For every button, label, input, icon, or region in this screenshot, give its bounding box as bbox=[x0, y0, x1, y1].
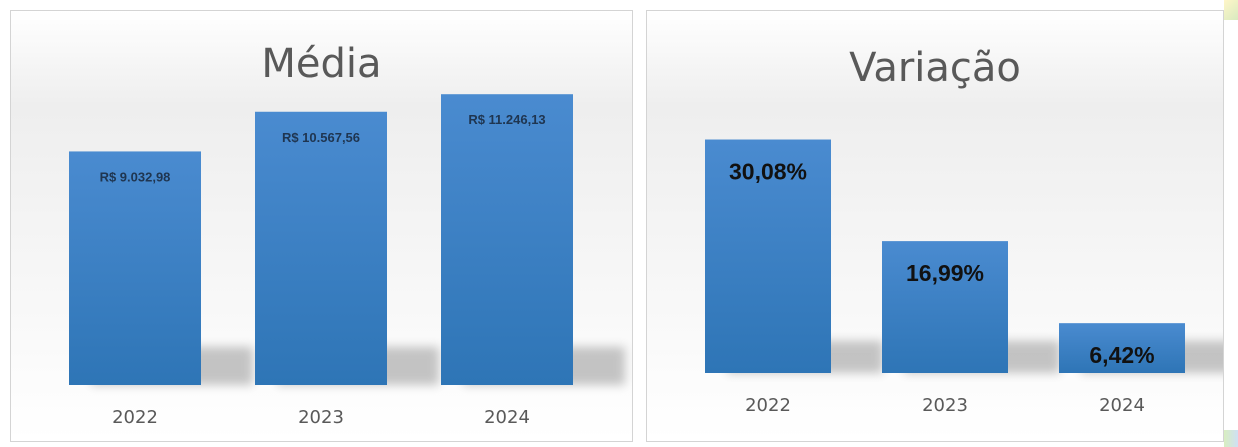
data-label: 6,42% bbox=[1089, 342, 1154, 368]
data-label: R$ 9.032,98 bbox=[100, 169, 171, 184]
bar-2024 bbox=[1059, 323, 1185, 373]
chart-title: Variação bbox=[849, 45, 1021, 91]
chart-title: Média bbox=[261, 41, 382, 87]
chart-panel-media: Média R$ 9.032,98 2022 R$ 10.567,56 2023 R$ … bbox=[10, 10, 633, 442]
data-label: R$ 11.246,13 bbox=[468, 112, 545, 127]
x-tick-label: 2022 bbox=[745, 395, 791, 416]
data-label: 30,08% bbox=[729, 159, 807, 185]
chart-panel-variacao: Variação 30,08% 2022 16,99% 2023 6,42% 2024 bbox=[646, 10, 1224, 442]
decorative-edge-top bbox=[1224, 0, 1238, 20]
x-tick-label: 2023 bbox=[922, 395, 968, 416]
decorative-edge-bottom bbox=[1224, 430, 1238, 447]
bar-2023 bbox=[882, 241, 1008, 373]
data-label: R$ 10.567,56 bbox=[282, 130, 360, 145]
data-label: 16,99% bbox=[906, 260, 984, 286]
bar-2024 bbox=[441, 94, 573, 385]
bar-2022 bbox=[69, 151, 201, 385]
bar-2023 bbox=[255, 111, 387, 386]
chart-plot-variacao: 30,08% 2022 16,99% 2023 6,42% 2024 bbox=[705, 139, 1223, 416]
x-tick-label: 2024 bbox=[1099, 395, 1145, 416]
bar-2022 bbox=[705, 139, 831, 373]
x-tick-label: 2024 bbox=[484, 407, 530, 428]
x-tick-label: 2022 bbox=[112, 407, 158, 428]
x-tick-label: 2023 bbox=[298, 407, 344, 428]
chart-plot-media: R$ 9.032,98 2022 R$ 10.567,56 2023 R$ 11.246… bbox=[69, 94, 625, 428]
